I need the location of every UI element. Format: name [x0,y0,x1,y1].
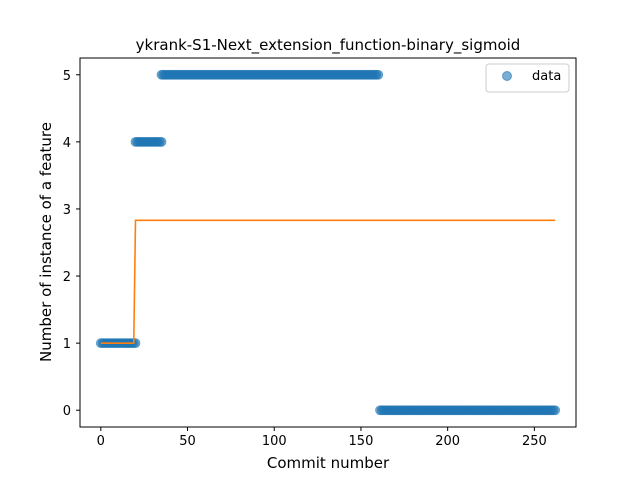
x-tick-label: 200 [435,434,460,449]
x-axis: 0 50 100 150 200 250 [97,427,547,449]
chart-title: ykrank-S1-Next_extension_function-binary… [136,36,521,55]
y-tick-label: 4 [63,136,71,151]
data-point [550,405,561,416]
y-tick-label: 0 [63,404,71,419]
y-axis: 0 1 2 3 4 5 [63,69,80,419]
x-tick-label: 50 [179,434,196,449]
plot-frame [79,57,577,428]
legend-box [485,63,570,93]
legend-label-data: data [532,69,561,84]
y-tick-label: 1 [63,337,71,352]
data-point [373,69,384,80]
fit-line [100,219,556,344]
x-tick-label: 250 [522,434,547,449]
legend: data [485,63,570,93]
data-point [156,136,167,147]
y-tick-label: 3 [63,203,71,218]
y-tick-label: 5 [63,69,71,84]
x-tick-label: 0 [97,434,105,449]
x-tick-label: 100 [262,434,287,449]
y-tick-label: 2 [63,270,71,285]
legend-marker-data [502,71,512,81]
y-axis-label: Number of instance of a feature [37,122,55,362]
x-tick-label: 150 [349,434,374,449]
data-points [95,69,561,416]
x-axis-label: Commit number [267,454,390,472]
fit-line-path [100,219,556,344]
